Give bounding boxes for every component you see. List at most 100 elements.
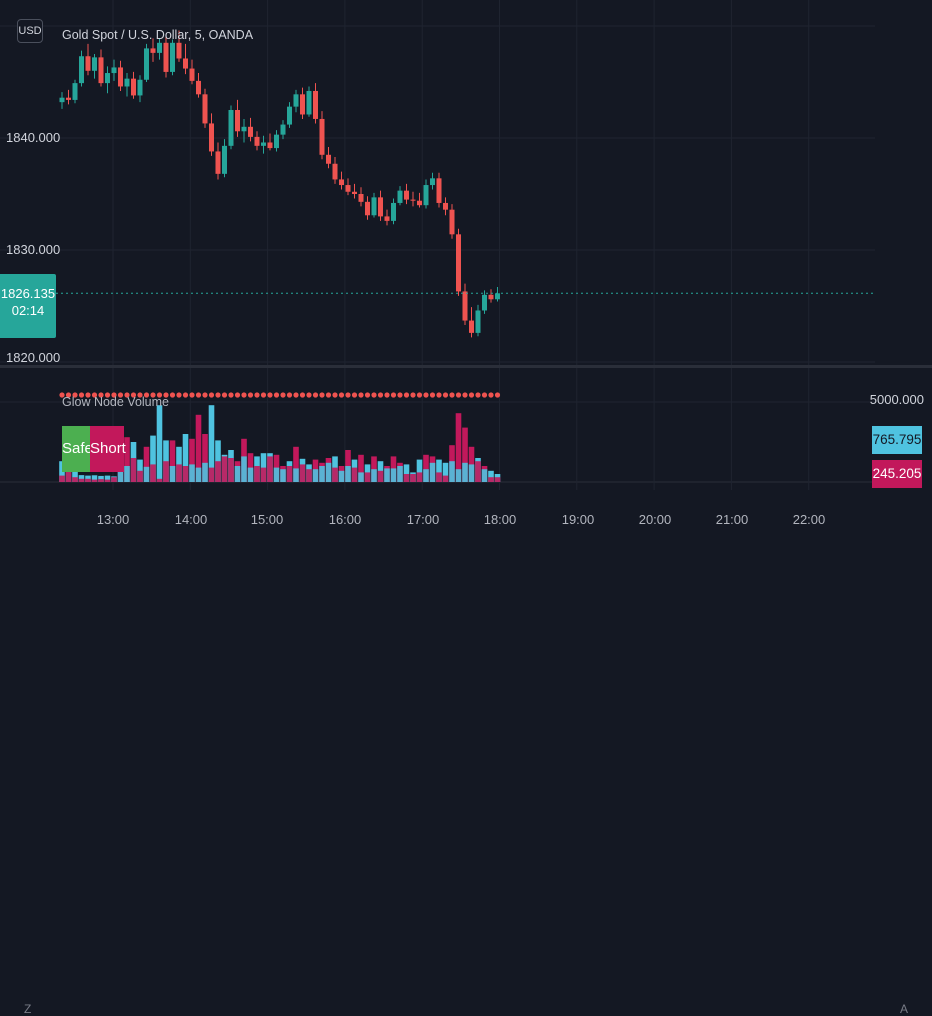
- signal-dot: [156, 392, 163, 398]
- signal-dot: [241, 392, 247, 398]
- current-price-value: 1826.135: [0, 286, 56, 301]
- volume-bar: [137, 459, 143, 482]
- volume-bar: [156, 478, 163, 482]
- signal-dot: [208, 392, 215, 398]
- candle-body: [495, 293, 500, 300]
- signal-dot: [319, 392, 325, 398]
- volume-bar: [267, 456, 273, 482]
- volume-bar: [241, 456, 247, 482]
- candle-body: [449, 209, 455, 235]
- volume-bar: [429, 462, 436, 482]
- zoom-icon[interactable]: Z: [24, 1002, 32, 1016]
- candle-body: [124, 78, 130, 87]
- volume-bar: [273, 467, 280, 482]
- volume-bar: [98, 479, 104, 482]
- volume-bar: [137, 470, 143, 482]
- signal-dot: [130, 392, 137, 398]
- pane-separator[interactable]: [0, 365, 932, 368]
- candle-body: [183, 58, 188, 69]
- candle-body: [384, 216, 390, 221]
- volume-bar: [182, 466, 189, 482]
- signal-dot: [345, 392, 351, 398]
- signal-dot: [195, 392, 202, 398]
- candle-body: [378, 197, 383, 217]
- volume-bar: [98, 475, 104, 482]
- auto-scale-icon[interactable]: A: [900, 1002, 909, 1016]
- volume-bar: [202, 434, 208, 482]
- volume-bar: [72, 471, 78, 482]
- volume-bar: [403, 464, 410, 482]
- candle-body: [397, 190, 403, 203]
- volume-chart[interactable]: [0, 368, 932, 490]
- candle-body: [482, 294, 487, 311]
- candle-body: [462, 291, 468, 321]
- candle-body: [72, 83, 78, 100]
- signal-dot: [312, 392, 319, 398]
- volume-bar: [150, 435, 156, 482]
- time-tick: 18:00: [483, 512, 517, 527]
- candle-body: [475, 310, 481, 333]
- candle-body: [339, 179, 344, 186]
- signal-dot: [59, 392, 65, 398]
- candle-body: [358, 194, 364, 202]
- price-label-top: 1: [6, 20, 66, 35]
- signal-dots: [59, 392, 501, 398]
- candle-body: [59, 97, 65, 103]
- candle-body: [66, 97, 71, 100]
- volume-bar: [189, 438, 195, 482]
- volume-bar: [104, 475, 111, 482]
- signal-dot: [475, 392, 481, 398]
- volume-bar: [169, 440, 176, 482]
- candle-body: [456, 234, 461, 292]
- candle-body: [118, 67, 123, 87]
- candle-body: [215, 151, 221, 174]
- time-tick: 22:00: [792, 512, 826, 527]
- candle-body: [345, 185, 351, 192]
- candle-body: [280, 124, 286, 135]
- candle-body: [313, 90, 318, 119]
- volume-bar: [234, 466, 241, 482]
- candle-body: [228, 110, 234, 146]
- volume-bar: [72, 477, 78, 482]
- volume-bar: [208, 405, 215, 482]
- volume-bar: [436, 459, 442, 482]
- signal-dot: [351, 392, 358, 398]
- signal-dot: [65, 392, 72, 398]
- volume-bars: [59, 405, 501, 482]
- price-chart[interactable]: [0, 0, 932, 365]
- volume-bar: [416, 459, 423, 482]
- volume-bar: [169, 466, 176, 482]
- indicator-title[interactable]: Glow Node Volume: [62, 395, 170, 409]
- signal-dot: [176, 392, 182, 398]
- currency-button[interactable]: USD: [17, 19, 43, 43]
- candle-body: [157, 42, 162, 53]
- candle-body: [131, 78, 136, 96]
- candle-body: [92, 57, 97, 71]
- signal-dot: [286, 392, 293, 398]
- volume-bar: [65, 470, 72, 482]
- volume-bar: [397, 466, 403, 482]
- signal-dot: [143, 392, 150, 398]
- volume-bar: [104, 479, 111, 482]
- signal-dot: [254, 392, 260, 398]
- volume-bar: [85, 475, 91, 482]
- candle-body: [163, 42, 169, 72]
- candle-body: [488, 294, 494, 300]
- volume-bar: [176, 446, 182, 482]
- volume-bar: [351, 467, 358, 482]
- candle-body: [436, 178, 442, 203]
- candle-body: [176, 42, 182, 59]
- volume-bar: [390, 468, 397, 482]
- signal-dot: [410, 392, 416, 398]
- volume-bar: [345, 466, 351, 482]
- signal-dot: [234, 392, 241, 398]
- candle-body: [423, 185, 429, 206]
- candle-body: [111, 67, 117, 74]
- candle-body: [248, 126, 253, 137]
- signal-dot: [416, 392, 423, 398]
- volume-bar: [286, 466, 293, 482]
- signal-dot: [169, 392, 176, 398]
- price-grid: [0, 0, 875, 365]
- candle-body: [241, 126, 247, 132]
- candle-body: [391, 202, 396, 221]
